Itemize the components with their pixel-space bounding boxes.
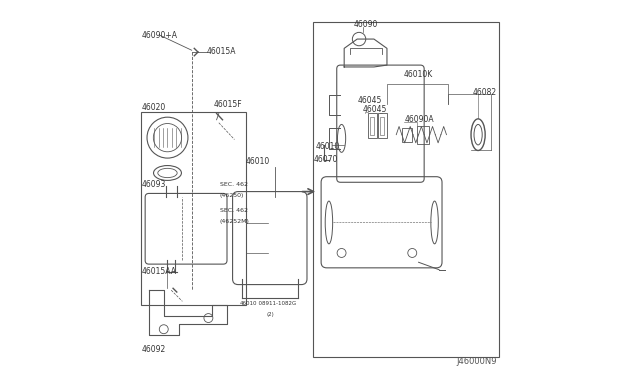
- Text: 46015F: 46015F: [214, 100, 243, 109]
- Text: (46252M): (46252M): [220, 219, 250, 224]
- Text: 46090+A: 46090+A: [141, 31, 177, 40]
- Text: 46010: 46010: [316, 142, 340, 151]
- Text: 46082: 46082: [472, 88, 497, 97]
- Bar: [370, 117, 374, 135]
- Bar: [312, 22, 499, 357]
- Text: SEC. 462: SEC. 462: [220, 182, 248, 187]
- Bar: [141, 112, 246, 305]
- Text: 46092: 46092: [141, 345, 166, 354]
- Text: 46020: 46020: [141, 103, 166, 112]
- Bar: [367, 113, 376, 138]
- Text: (46250): (46250): [220, 193, 244, 198]
- Text: SEC. 462: SEC. 462: [220, 208, 248, 213]
- Bar: [380, 117, 384, 135]
- Bar: [417, 126, 429, 144]
- Text: 46010: 46010: [246, 157, 270, 166]
- Text: 46045: 46045: [362, 105, 387, 114]
- Bar: [402, 128, 412, 142]
- Text: J46000N9: J46000N9: [456, 357, 497, 366]
- Bar: [378, 113, 387, 138]
- Text: 08911-1082G: 08911-1082G: [255, 301, 296, 306]
- Text: 46070: 46070: [314, 155, 338, 164]
- Text: (2): (2): [266, 312, 274, 317]
- Text: 46045: 46045: [357, 96, 381, 105]
- Text: 46015AA: 46015AA: [141, 267, 177, 276]
- Text: 46090A: 46090A: [405, 115, 435, 124]
- Text: 46010: 46010: [240, 301, 257, 306]
- Text: 46093: 46093: [141, 180, 166, 189]
- Text: 46015A: 46015A: [207, 47, 236, 56]
- Text: 46010K: 46010K: [404, 70, 433, 79]
- Text: 46090: 46090: [353, 20, 378, 29]
